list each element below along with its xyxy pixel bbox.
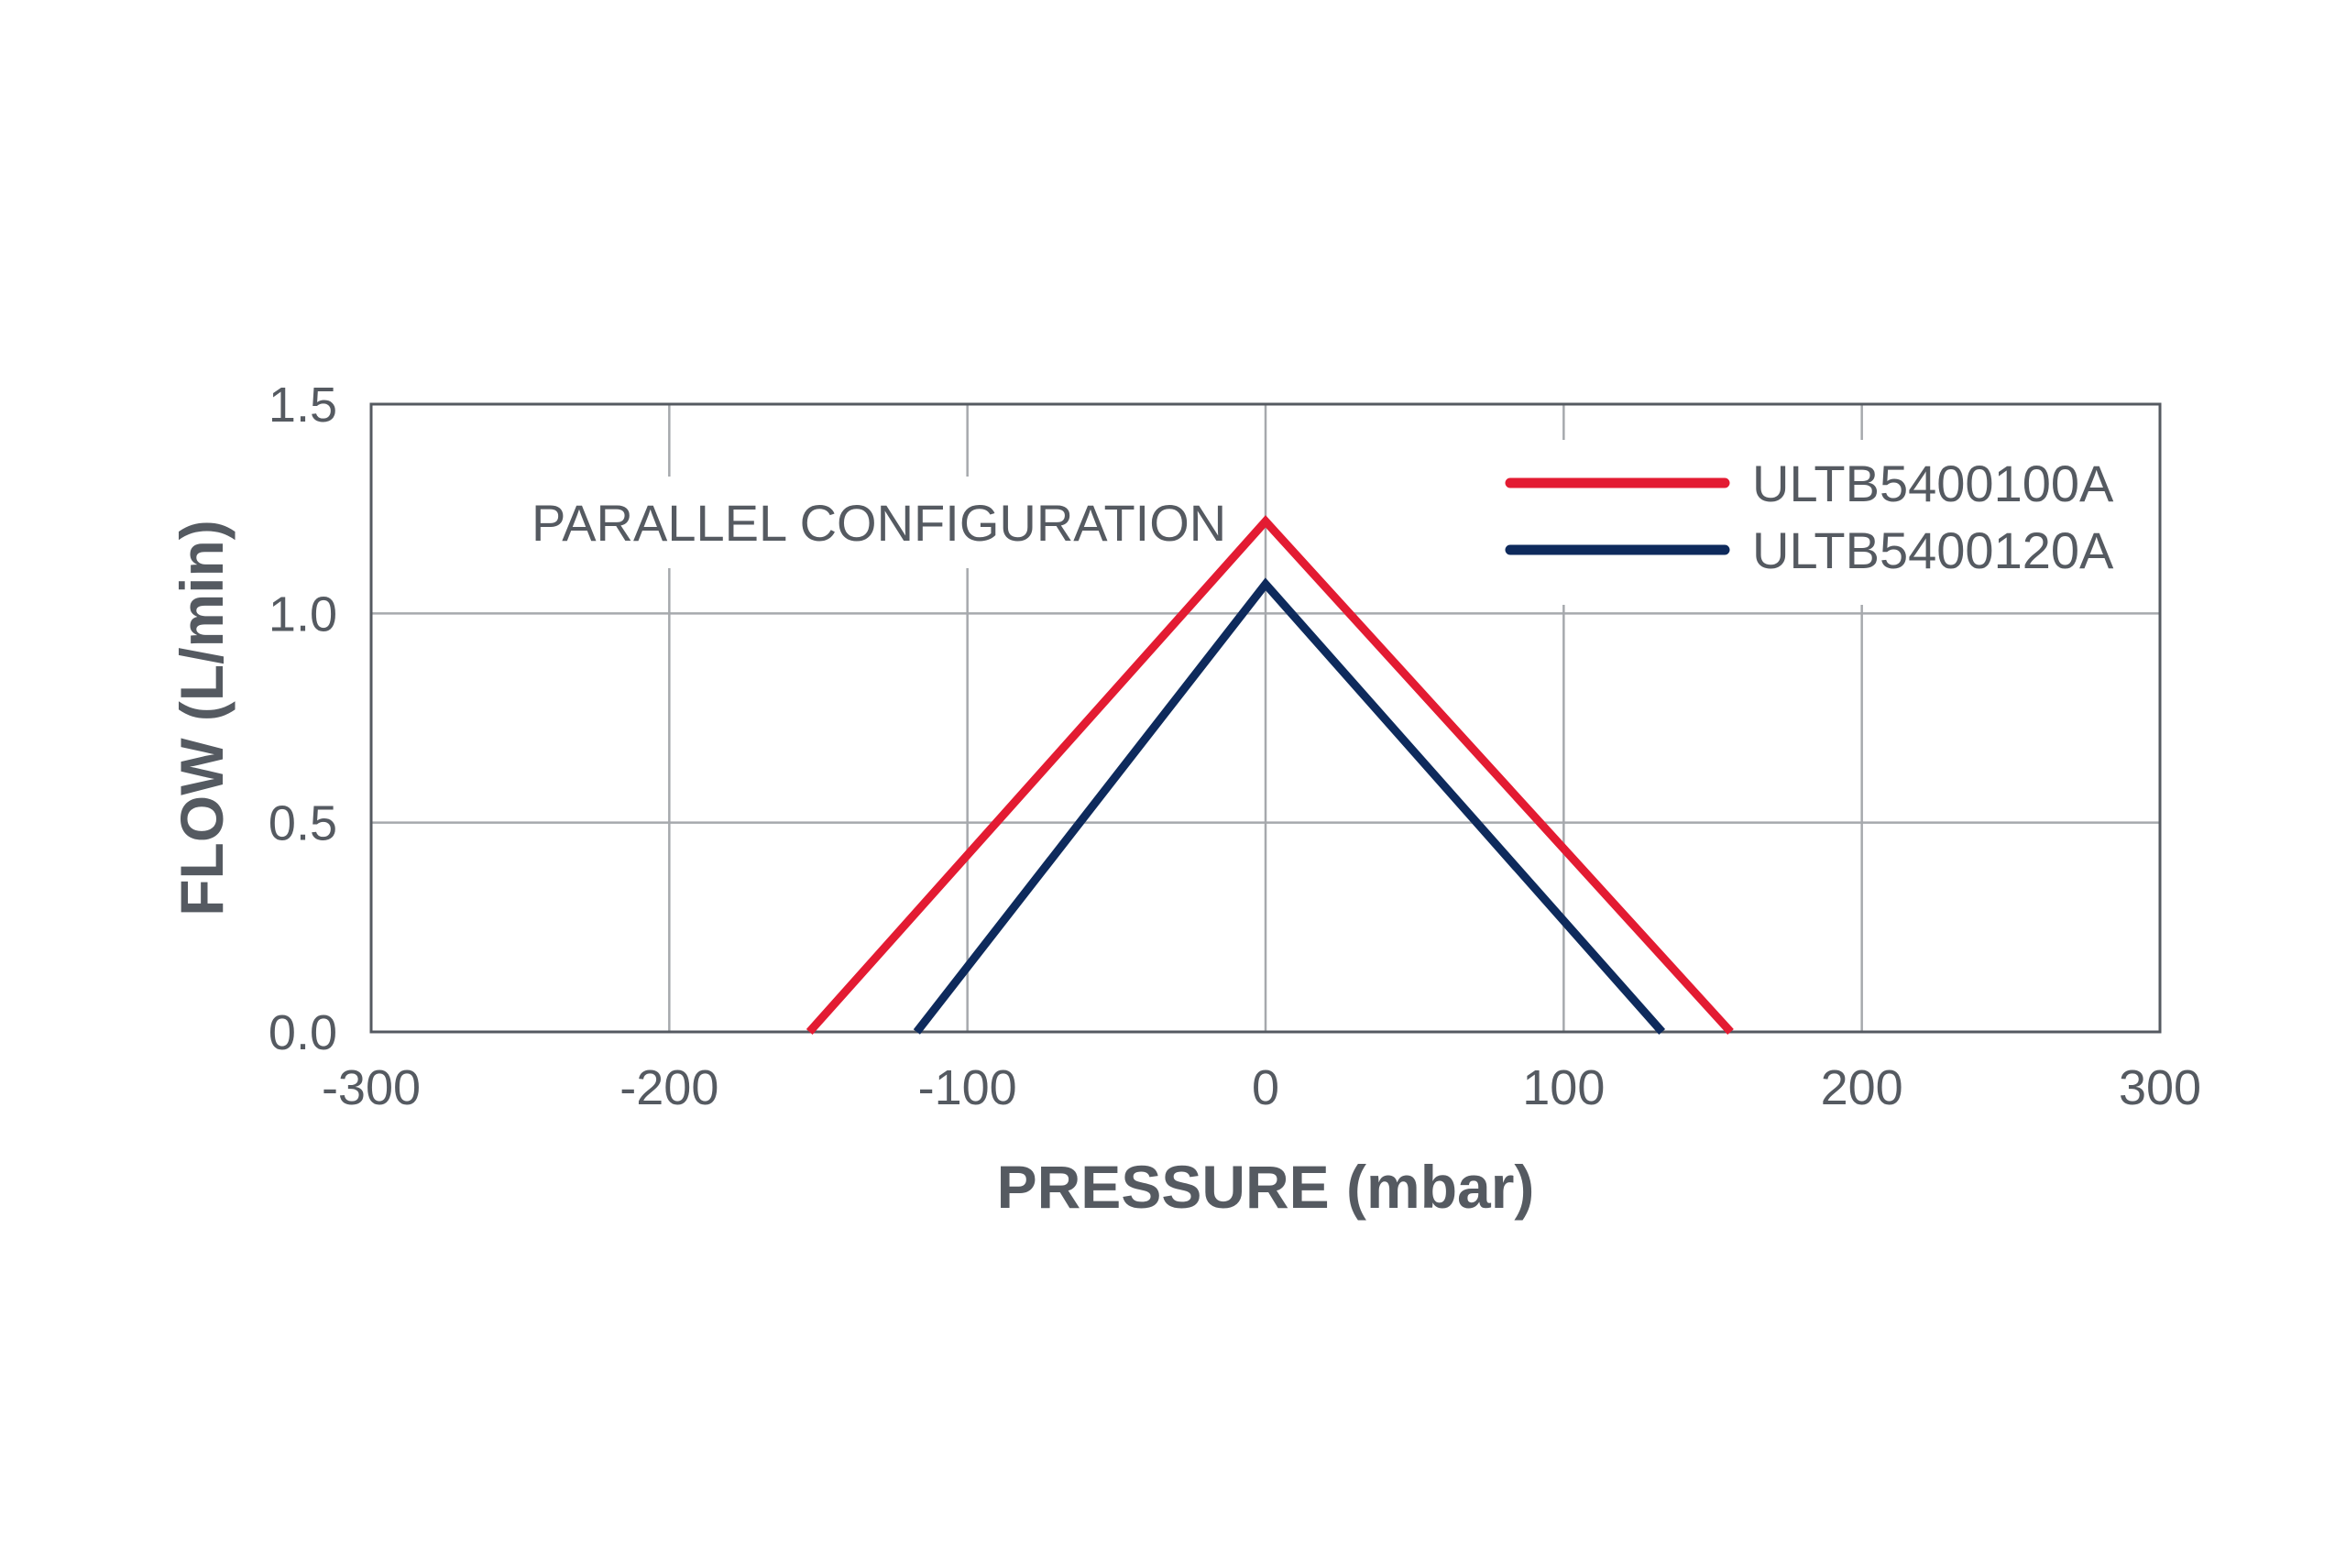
y-axis-title: FLOW (L/min) [168, 520, 236, 916]
annotation-background [499, 477, 1141, 568]
series-lines [806, 515, 1734, 1036]
configuration-annotation: PARALLEL CONFIGURATION [532, 494, 1226, 552]
x-tick-label: -100 [918, 1060, 1017, 1115]
series-line-ultb5400120a [913, 577, 1666, 1035]
y-tick-label: 1.5 [269, 378, 337, 433]
x-tick-labels: -300 -200 -100 0 100 200 300 [322, 1060, 2201, 1115]
x-tick-label: -200 [619, 1060, 718, 1115]
legend-label-ultb5400100a: ULTB5400100A [1752, 455, 2114, 512]
legend-background [1485, 440, 2117, 605]
x-tick-label: -300 [322, 1060, 421, 1115]
x-tick-label: 200 [1821, 1060, 1903, 1115]
plot-frame [369, 402, 2162, 1034]
x-axis-title: PRESSURE (mbar) [997, 1153, 1535, 1221]
y-tick-label: 1.0 [269, 587, 337, 641]
grid-lines [371, 404, 2160, 1032]
x-tick-label: 100 [1522, 1060, 1605, 1115]
x-tick-label: 0 [1252, 1060, 1279, 1115]
series-line-ultb5400100a [806, 515, 1734, 1036]
y-tick-labels: 0.0 0.5 1.0 1.5 [269, 378, 337, 1060]
y-tick-label: 0.0 [269, 1005, 337, 1060]
y-tick-label: 0.5 [269, 796, 337, 851]
x-tick-label: 300 [2119, 1060, 2201, 1115]
legend: ULTB5400100A ULTB5400120A [1505, 455, 2114, 579]
legend-label-ultb5400120a: ULTB5400120A [1752, 521, 2114, 579]
